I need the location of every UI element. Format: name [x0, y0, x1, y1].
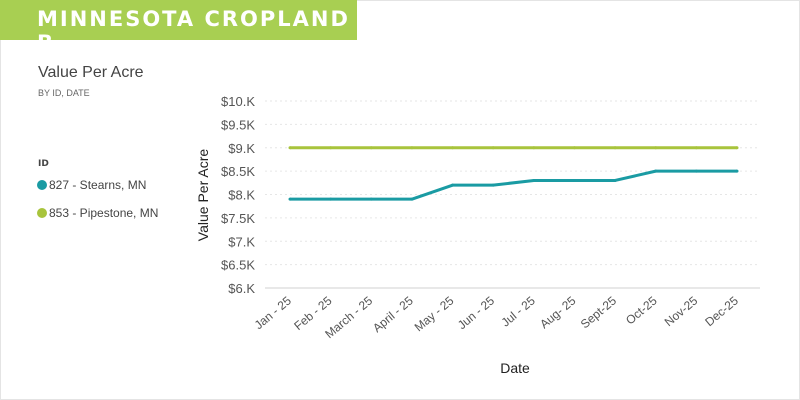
data-point [613, 178, 617, 182]
data-point [329, 146, 333, 150]
y-tick-label: $6.5K [221, 258, 255, 273]
legend-label: 827 - Stearns, MN [49, 178, 147, 192]
chart-title: Value Per Acre [38, 64, 144, 81]
banner: MINNESOTA CROPLAND B [0, 0, 357, 55]
legend-item-827[interactable]: 827 - Stearns, MN [37, 178, 146, 192]
y-tick-label: $9.K [228, 141, 255, 156]
y-tick-label: $6.K [228, 281, 255, 296]
data-point [735, 146, 739, 150]
x-tick-label: Jun - 25 [455, 293, 497, 332]
data-point [491, 146, 495, 150]
x-tick-label: May - 25 [412, 293, 457, 334]
data-point [532, 178, 536, 182]
data-point [410, 197, 414, 201]
data-point [369, 197, 373, 201]
y-tick-label: $8.5K [221, 164, 255, 179]
data-point [654, 169, 658, 173]
x-tick-label: Nov-25 [662, 293, 701, 329]
data-point [369, 146, 373, 150]
data-point [288, 197, 292, 201]
data-point [329, 197, 333, 201]
data-point [410, 146, 414, 150]
data-point [451, 146, 455, 150]
data-point [613, 146, 617, 150]
legend-item-853[interactable]: 853 - Pipestone, MN [37, 206, 158, 220]
y-tick-label: $9.5K [221, 117, 255, 132]
x-tick-label: Jul - 25 [499, 293, 538, 329]
data-point [491, 183, 495, 187]
y-axis-label: Value Per Acre [195, 149, 211, 242]
banner-title: MINNESOTA CROPLAND B [37, 7, 350, 55]
legend-dot-icon [37, 208, 47, 218]
chart-subtitle: BY ID, DATE [38, 88, 90, 98]
x-tick-label: Dec-25 [702, 293, 741, 329]
legend-title: ID [38, 159, 49, 169]
legend-label: 853 - Pipestone, MN [49, 206, 159, 220]
y-tick-label: $10.K [221, 94, 255, 109]
data-point [654, 146, 658, 150]
x-tick-label: Sept-25 [578, 293, 619, 331]
series-line-827 [290, 169, 737, 201]
x-tick-label: Jan - 25 [252, 293, 294, 332]
data-point [694, 146, 698, 150]
x-axis-label: Date [500, 360, 530, 376]
legend-dot-icon [37, 180, 47, 190]
data-point [288, 146, 292, 150]
y-tick-label: $7.K [228, 234, 255, 249]
data-point [451, 183, 455, 187]
y-tick-label: $8.K [228, 188, 255, 203]
data-point [735, 169, 739, 173]
y-tick-label: $7.5K [221, 211, 255, 226]
data-point [572, 146, 576, 150]
x-tick-label: Oct-25 [623, 293, 660, 327]
x-tick-label: April - 25 [370, 293, 416, 335]
data-point [532, 146, 536, 150]
data-point [694, 169, 698, 173]
x-tick-label: Aug- 25 [537, 293, 578, 331]
data-point [572, 178, 576, 182]
